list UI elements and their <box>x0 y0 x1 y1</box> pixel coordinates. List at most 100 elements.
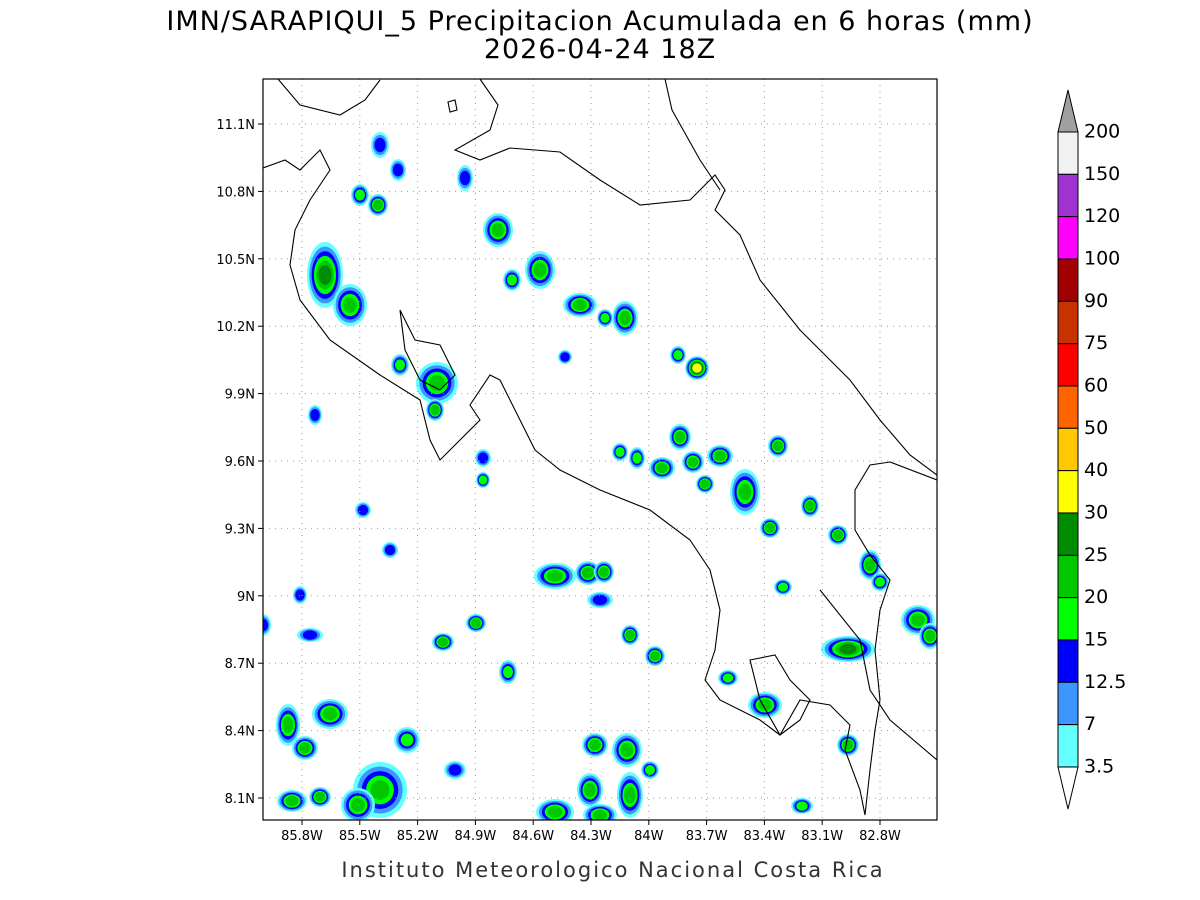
lon-label: 84.6W <box>512 829 554 844</box>
precip-cell <box>833 530 843 540</box>
precip-cell <box>302 630 318 640</box>
precip-cell <box>573 299 587 311</box>
legend: 200 150 120 100 90 75 60 50 40 30 25 20 15 12.5 7 3.5 <box>1057 89 1126 810</box>
lat-label: 8.7N <box>225 657 255 672</box>
lon-label: 85.2W <box>397 829 439 844</box>
lat-label: 8.1N <box>225 792 255 807</box>
precip-cell <box>384 544 396 556</box>
title: IMN/SARAPIQUI_5 Precipitacion Acumulada … <box>166 6 1033 37</box>
legend-label: 12.5 <box>1084 671 1126 693</box>
precip-cell <box>593 809 607 820</box>
precip-cell <box>582 567 594 579</box>
precip-cell <box>437 637 449 647</box>
legend-label: 75 <box>1084 332 1108 354</box>
precip-cell <box>299 742 311 754</box>
legend-swatch <box>1057 724 1079 768</box>
precip-cell <box>310 409 320 421</box>
precip-cell <box>620 743 634 757</box>
precip-cell <box>805 500 815 512</box>
lat-label: 10.8N <box>216 185 255 200</box>
legend-swatch <box>1057 216 1079 260</box>
precip-cell <box>448 764 462 776</box>
precip-cell <box>738 483 752 501</box>
precip-cell <box>624 786 636 804</box>
border <box>664 79 937 761</box>
precip-cell <box>477 452 489 464</box>
map-frame <box>262 78 938 821</box>
subtitle: 2026-04-24 18Z <box>484 34 716 65</box>
legend-label: 100 <box>1084 247 1120 269</box>
precip-cell <box>507 274 517 286</box>
legend-label: 120 <box>1084 205 1120 227</box>
precip-cell <box>285 795 299 807</box>
precip-cell <box>839 643 857 655</box>
precip-cell <box>355 189 365 201</box>
lon-label: 85.8W <box>281 829 323 844</box>
precip-cell <box>632 452 642 464</box>
precip-cell <box>765 523 775 533</box>
precip-cell <box>314 792 326 802</box>
lon-label: 84.3W <box>570 829 612 844</box>
precip-cell <box>343 297 357 313</box>
footer: Instituto Meteorologico Nacional Costa R… <box>341 858 884 882</box>
precip-cell <box>645 765 655 775</box>
lon-label: 83.7W <box>686 829 728 844</box>
precip-cell <box>875 577 885 587</box>
lat-label: 9.9N <box>225 388 255 403</box>
precip-cell <box>924 630 936 642</box>
legend-label: 25 <box>1084 544 1108 566</box>
precip-cell <box>700 479 710 489</box>
precip-cell <box>533 262 547 278</box>
precip-cell <box>778 582 788 592</box>
precip-cell <box>318 265 332 285</box>
precip-cell <box>459 170 471 186</box>
precip-cell <box>491 223 505 237</box>
precip-cell <box>625 630 635 640</box>
coastline <box>277 79 937 476</box>
precip-cell <box>911 613 925 627</box>
legend-swatch <box>1057 131 1079 175</box>
precip-cell <box>722 673 734 683</box>
legend-swatch <box>1057 470 1079 514</box>
precip-cell <box>392 163 404 177</box>
legend-swatch <box>1057 639 1079 683</box>
precip-cell <box>400 733 414 747</box>
precip-cell <box>374 137 386 153</box>
precip-cell <box>864 558 876 572</box>
lat-label: 10.5N <box>216 253 255 268</box>
legend-swatch <box>1057 597 1079 641</box>
precip-cell <box>796 801 808 811</box>
precip-cell <box>592 594 608 606</box>
precip-cell <box>351 798 365 812</box>
lat-label: 10.2N <box>216 320 255 335</box>
coastlines <box>263 79 937 816</box>
precip-cell <box>395 359 405 371</box>
precip-cell <box>773 440 783 452</box>
precip-cell <box>714 450 726 462</box>
precip-cell <box>370 780 390 800</box>
legend-swatch <box>1057 554 1079 599</box>
lon-label: 83.4W <box>743 829 785 844</box>
legend-label: 200 <box>1084 121 1120 143</box>
legend-label: 30 <box>1084 501 1108 523</box>
legend-label: 15 <box>1084 628 1108 650</box>
precip-cell <box>600 313 610 323</box>
lon-label: 83.1W <box>801 829 843 844</box>
precip-cell <box>503 666 513 678</box>
precip-cell <box>650 651 660 661</box>
legend-label: 60 <box>1084 374 1108 396</box>
precip-cell <box>599 566 609 578</box>
precip-cell <box>589 739 601 751</box>
precip-cell <box>295 589 305 601</box>
lat-label: 9.6N <box>225 455 255 470</box>
legend-label: 40 <box>1084 459 1108 481</box>
precip-cell <box>687 456 699 468</box>
legend-arrow-top <box>1057 89 1079 133</box>
lon-label: 85.5W <box>339 829 381 844</box>
precip-cell <box>471 618 481 628</box>
legend-label: 150 <box>1084 163 1120 185</box>
precip-cell <box>656 462 668 474</box>
precip-cell <box>560 352 570 362</box>
lat-label: 9.3N <box>225 522 255 537</box>
